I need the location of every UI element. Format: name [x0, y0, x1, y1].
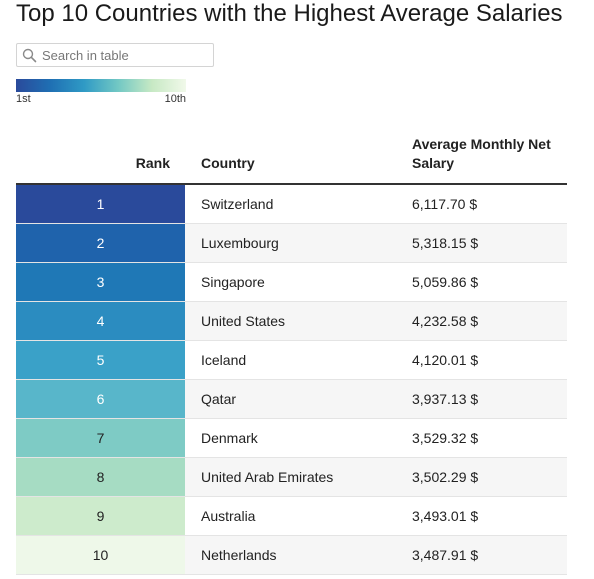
header-salary[interactable]: Average Monthly Net Salary: [412, 136, 551, 171]
rank-cell: 6: [16, 380, 185, 418]
salary-cell: 4,232.58 $: [412, 313, 479, 329]
country-cell: United States: [201, 313, 286, 329]
rank-cell: 2: [16, 224, 185, 262]
header-country[interactable]: Country: [201, 155, 255, 171]
salary-table: Rank Country Average Monthly Net Salary …: [16, 130, 567, 575]
salary-cell: 3,493.01 $: [412, 508, 479, 524]
search-box[interactable]: [16, 43, 214, 67]
rank-cell: 4: [16, 302, 185, 340]
country-cell: Singapore: [201, 274, 265, 290]
rank-cell: 3: [16, 263, 185, 301]
salary-cell: 5,059.86 $: [412, 274, 479, 290]
rank-cell: 8: [16, 458, 185, 496]
table-body: 1 Switzerland 6,117.70 $ 2 Luxembourg 5,318.1…: [16, 185, 567, 575]
salary-cell: 3,529.32 $: [412, 430, 479, 446]
legend-min-label: 1st: [16, 93, 31, 105]
table-row: 9 Australia 3,493.01 $: [16, 497, 567, 536]
country-cell: Luxembourg: [201, 235, 279, 251]
country-cell: Iceland: [201, 352, 247, 368]
header-rank[interactable]: Rank: [135, 155, 170, 171]
table-row: 1 Switzerland 6,117.70 $: [16, 185, 567, 224]
rank-cell: 5: [16, 341, 185, 379]
table-row: 8 United Arab Emirates 3,502.29 $: [16, 458, 567, 497]
legend-max-label: 10th: [164, 93, 186, 105]
country-cell: Netherlands: [201, 547, 277, 563]
rank-cell: 7: [16, 419, 185, 457]
rank-cell: 9: [16, 497, 185, 535]
page-title: Top 10 Countries with the Highest Averag…: [16, 0, 563, 27]
country-cell: Denmark: [201, 430, 258, 446]
color-legend-bar: [16, 79, 186, 92]
rank-cell: 1: [16, 185, 185, 223]
search-icon: [22, 48, 37, 63]
table-row: 3 Singapore 5,059.86 $: [16, 263, 567, 302]
table-row: 5 Iceland 4,120.01 $: [16, 341, 567, 380]
search-input[interactable]: [42, 45, 207, 65]
table-row: 4 United States 4,232.58 $: [16, 302, 567, 341]
salary-cell: 3,502.29 $: [412, 469, 479, 485]
table-row: 7 Denmark 3,529.32 $: [16, 419, 567, 458]
salary-cell: 5,318.15 $: [412, 235, 479, 251]
table-row: 6 Qatar 3,937.13 $: [16, 380, 567, 419]
country-cell: United Arab Emirates: [201, 469, 334, 485]
table-row: 2 Luxembourg 5,318.15 $: [16, 224, 567, 263]
salary-cell: 4,120.01 $: [412, 352, 479, 368]
table-header: Rank Country Average Monthly Net Salary: [16, 130, 567, 185]
table-row: 10 Netherlands 3,487.91 $: [16, 536, 567, 575]
country-cell: Qatar: [201, 391, 237, 407]
salary-cell: 6,117.70 $: [412, 196, 478, 212]
salary-cell: 3,487.91 $: [412, 547, 479, 563]
country-cell: Switzerland: [201, 196, 274, 212]
salary-cell: 3,937.13 $: [412, 391, 479, 407]
rank-cell: 10: [16, 536, 185, 574]
country-cell: Australia: [201, 508, 256, 524]
